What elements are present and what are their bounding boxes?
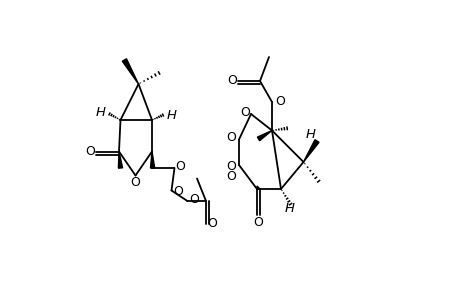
Text: O: O (226, 74, 236, 88)
Text: O: O (226, 160, 236, 173)
Polygon shape (122, 59, 138, 84)
Text: H: H (166, 109, 176, 122)
Text: O: O (85, 145, 95, 158)
Text: H: H (305, 128, 315, 142)
Polygon shape (257, 186, 259, 189)
Text: O: O (226, 131, 236, 144)
Polygon shape (150, 152, 154, 168)
Text: O: O (189, 193, 198, 206)
Text: H: H (95, 106, 105, 119)
Text: O: O (174, 160, 185, 173)
Text: O: O (130, 176, 140, 189)
Polygon shape (118, 152, 123, 168)
Text: H: H (285, 202, 294, 215)
Text: O: O (240, 106, 249, 119)
Text: O: O (207, 217, 217, 230)
Text: O: O (274, 95, 284, 108)
Text: O: O (226, 170, 236, 184)
Polygon shape (303, 140, 319, 162)
Text: O: O (252, 216, 262, 230)
Text: O: O (173, 185, 183, 198)
Polygon shape (257, 130, 271, 141)
